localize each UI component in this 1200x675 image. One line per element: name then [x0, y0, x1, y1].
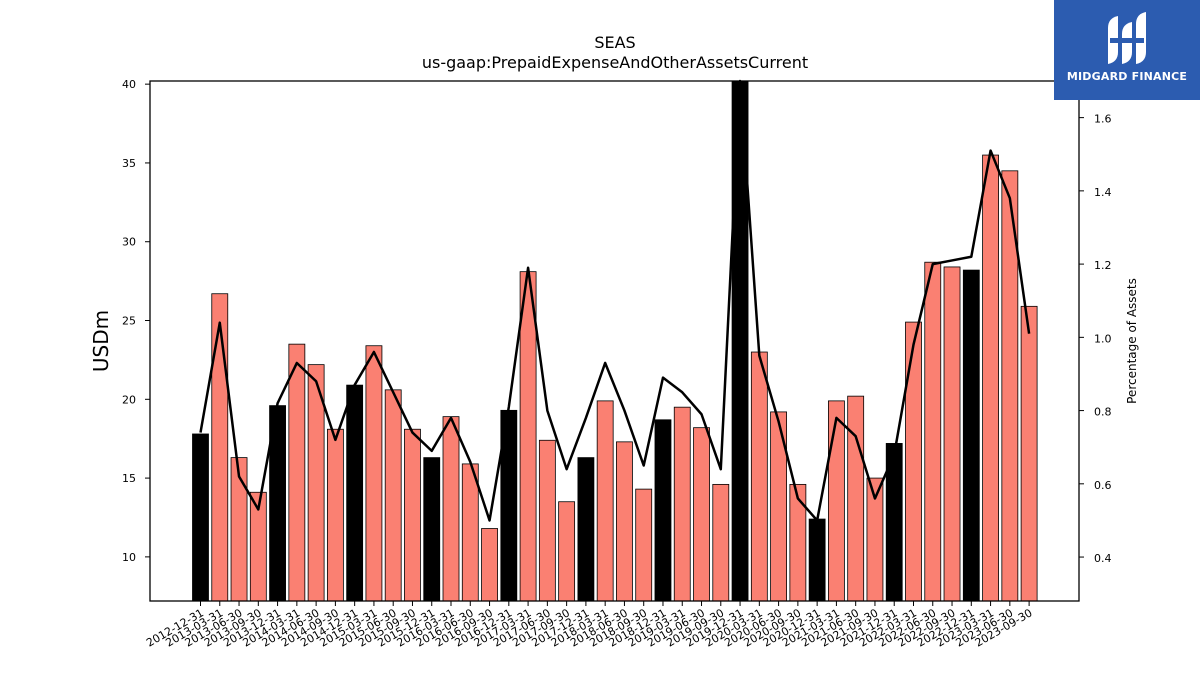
bar	[596, 400, 614, 602]
bar	[230, 457, 248, 602]
bar	[828, 400, 845, 602]
bar	[538, 439, 556, 602]
y-tick-label: 30	[122, 236, 136, 249]
bar	[693, 427, 710, 602]
bar	[326, 428, 344, 602]
y-tick-label: 15	[122, 472, 136, 485]
bar	[558, 501, 576, 602]
x-axis: 2012-12-312013-03-312013-06-302013-09-30…	[144, 601, 1035, 650]
bar	[211, 293, 229, 602]
bar	[712, 483, 730, 602]
bar	[962, 269, 980, 602]
brand-logo: MIDGARD FINANCE	[1054, 0, 1200, 100]
bar	[1020, 305, 1038, 602]
y-tick-label: 35	[122, 157, 136, 170]
bar	[847, 395, 865, 602]
y2-axis-label: Percentage of Assets	[1125, 278, 1139, 404]
y2-tick-label: 1.4	[1094, 186, 1112, 199]
y2-tick-label: 0.6	[1094, 479, 1112, 492]
bar	[808, 518, 826, 602]
y2-tick-label: 1.2	[1094, 259, 1112, 272]
bar	[635, 488, 653, 602]
bar	[577, 457, 595, 602]
chart-title: SEAS	[594, 33, 635, 52]
percentage-line	[199, 79, 1031, 522]
bar	[346, 384, 364, 602]
bar	[442, 416, 460, 602]
y2-tick-label: 0.8	[1094, 406, 1112, 419]
bar	[404, 428, 421, 602]
y-axis-label: USDm	[89, 310, 113, 372]
bar	[982, 154, 999, 602]
bar	[481, 528, 498, 602]
bar	[384, 389, 402, 602]
bar	[789, 483, 807, 602]
y2-tick-label: 0.4	[1094, 552, 1112, 565]
plot-frame	[149, 80, 1080, 602]
y-tick-label: 10	[122, 551, 136, 564]
chart-subtitle: us-gaap:PrepaidExpenseAndOtherAssetsCurr…	[422, 53, 808, 72]
bar	[905, 321, 922, 602]
y2-tick-label: 1.6	[1094, 113, 1112, 126]
y-tick-label: 20	[122, 393, 136, 406]
bar	[654, 419, 672, 602]
bar	[673, 406, 691, 602]
bar	[461, 463, 479, 602]
bar	[519, 271, 537, 602]
bar	[365, 345, 383, 602]
bar	[943, 266, 961, 602]
y2-tick-label: 1.0	[1094, 332, 1112, 345]
y-tick-label: 40	[122, 78, 136, 91]
bar	[616, 441, 633, 602]
y-tick-label: 25	[122, 315, 136, 328]
left-axis: 10 15 20 25 30 35 40	[122, 78, 150, 564]
right-axis: 0.4 0.6 0.8 1.0 1.2 1.4 1.6	[1079, 113, 1112, 565]
bar-series	[192, 80, 1038, 602]
midgard-logo-icon	[1108, 12, 1146, 64]
bar	[750, 351, 768, 602]
bar	[924, 261, 942, 602]
bar	[192, 433, 209, 602]
bar	[288, 343, 306, 602]
logo-text: MIDGARD FINANCE	[1066, 70, 1188, 83]
bar	[423, 457, 441, 602]
